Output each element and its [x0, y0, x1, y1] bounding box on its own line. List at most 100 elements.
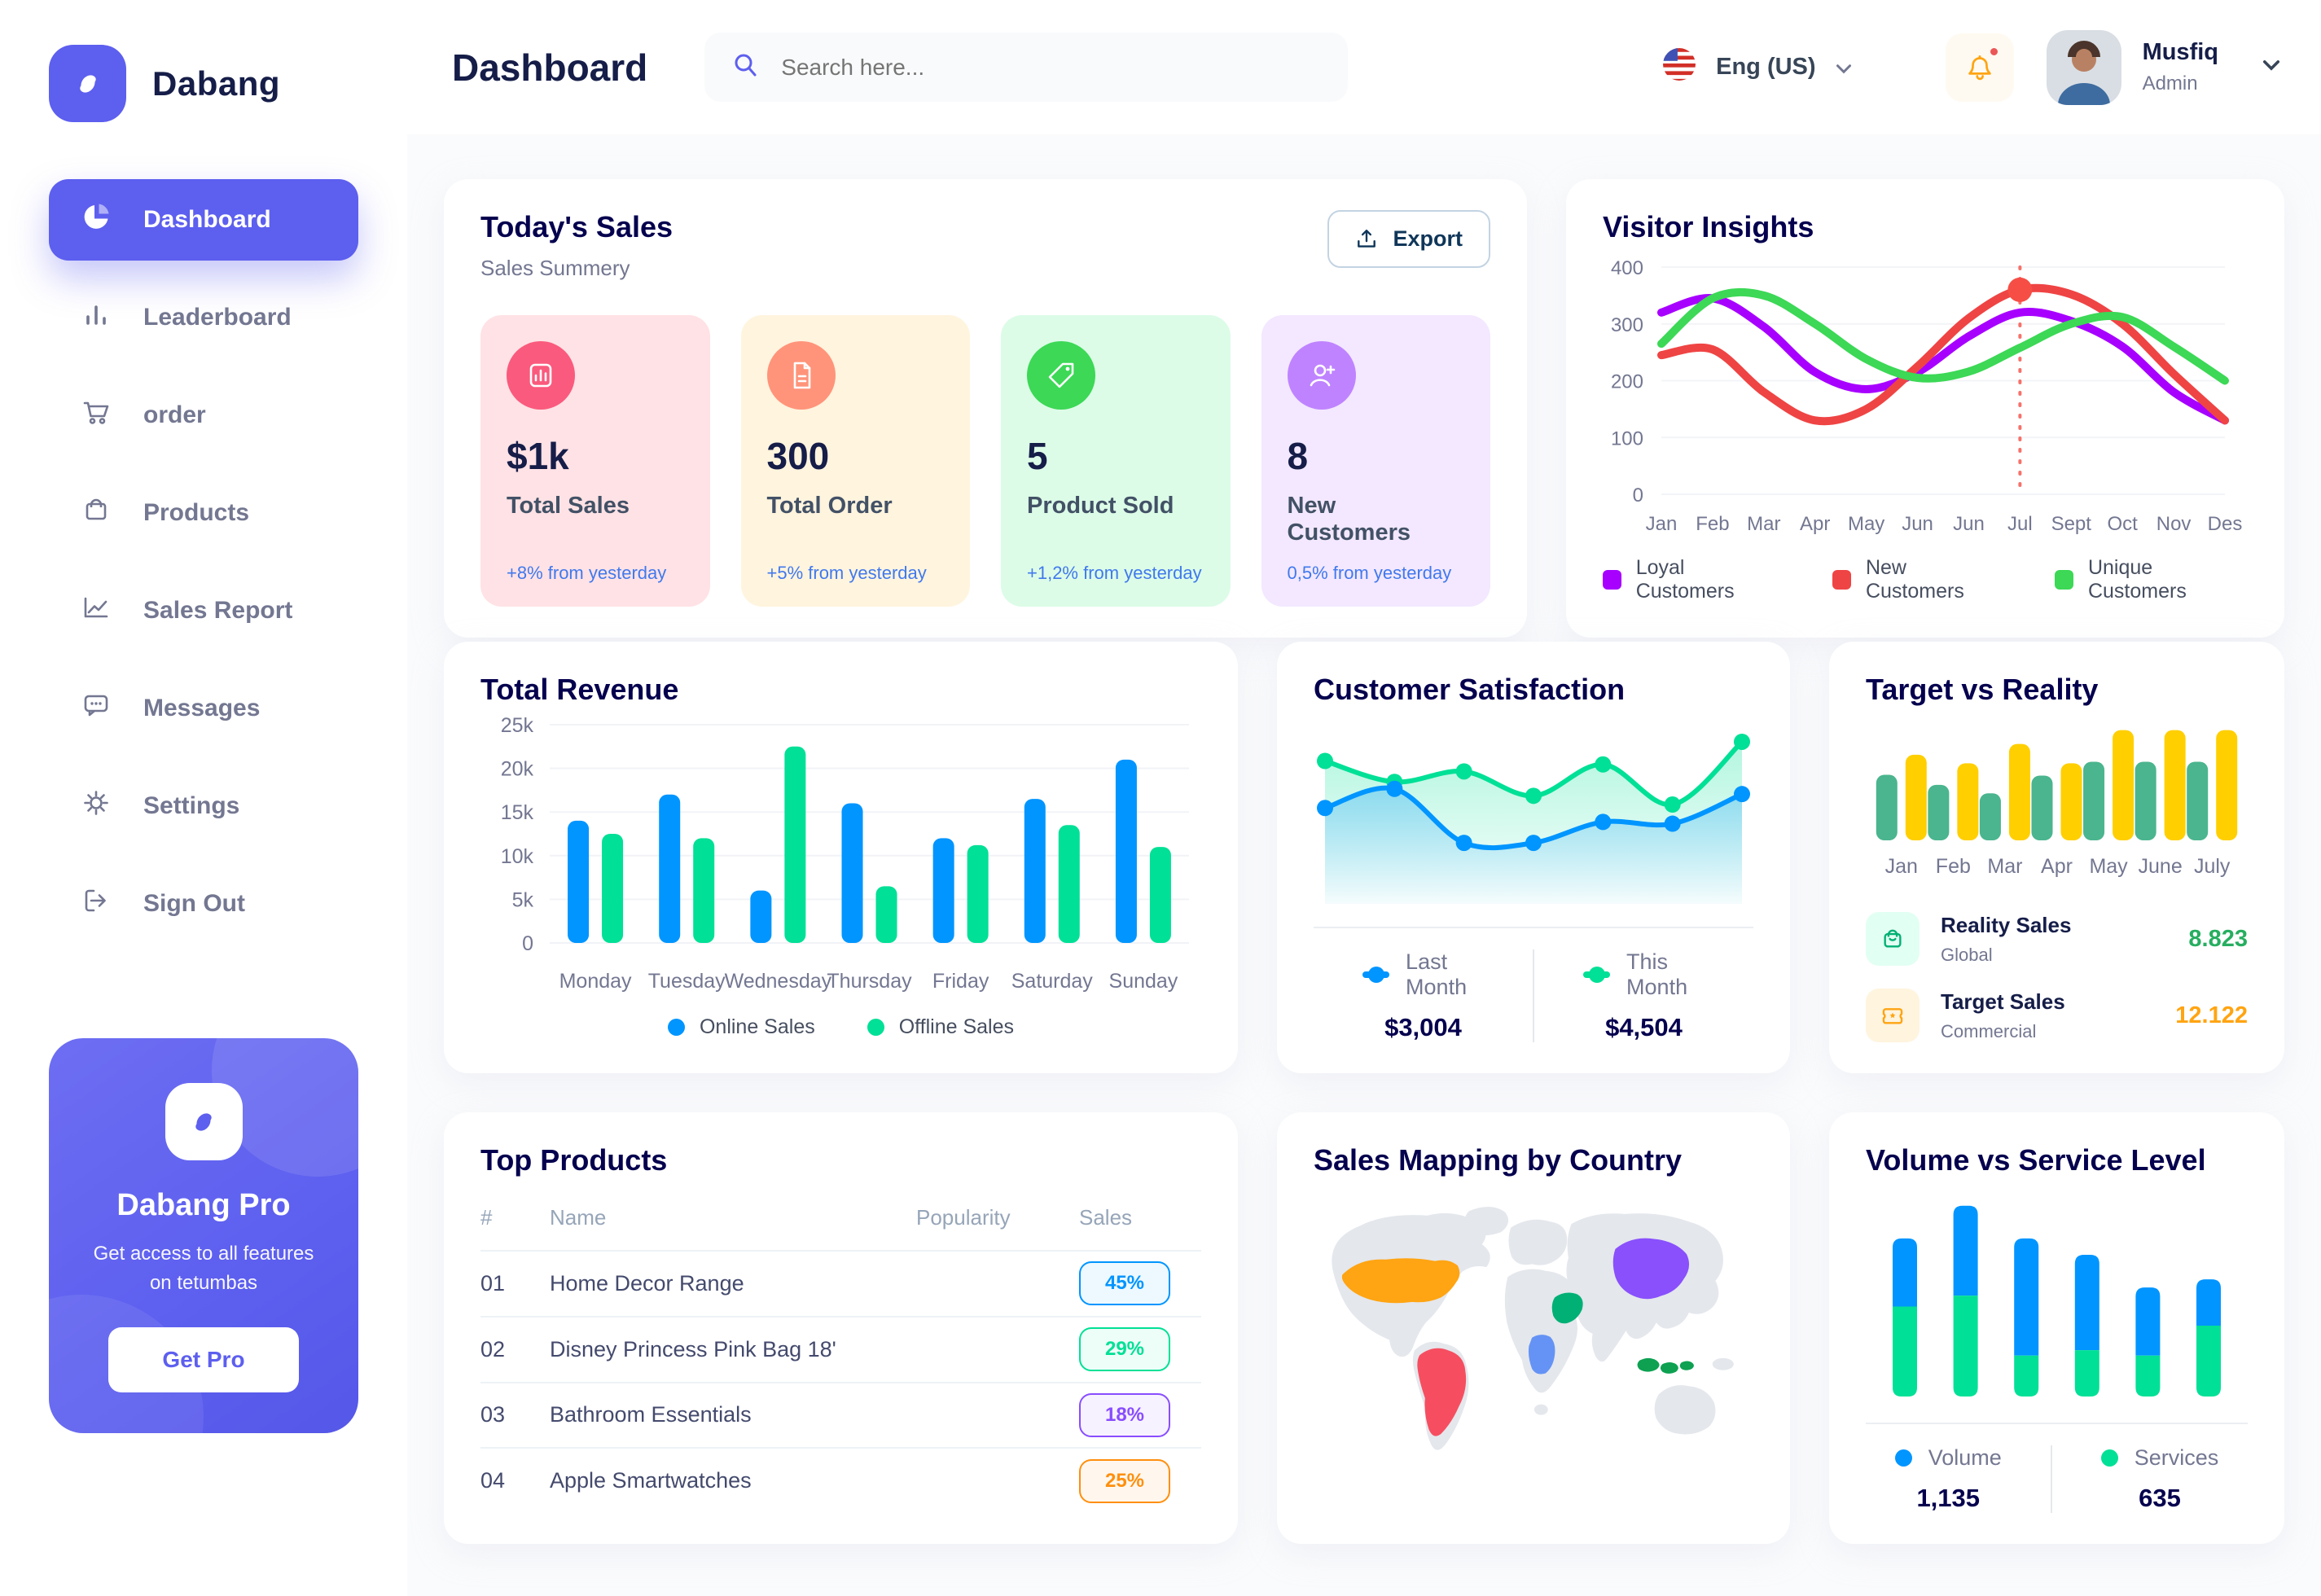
- svg-text:Jan: Jan: [1885, 855, 1918, 878]
- sales-badge: 29%: [1079, 1327, 1170, 1372]
- target-vs-reality-title: Target vs Reality: [1866, 673, 2099, 706]
- continent-greenland: [1464, 1207, 1509, 1236]
- svg-text:Sept: Sept: [2051, 513, 2092, 535]
- sidebar-item-products[interactable]: Products: [49, 472, 358, 554]
- cart-icon: [80, 396, 112, 435]
- loyal-customers-swatch: [1603, 570, 1621, 590]
- world-map: [1314, 1177, 1753, 1513]
- sidebar-item-label: Products: [143, 499, 250, 526]
- sidebar-item-sales-report[interactable]: Sales Report: [49, 570, 358, 651]
- user-name: Musfiq: [2142, 39, 2218, 65]
- svg-text:Apr: Apr: [2041, 855, 2073, 878]
- total-revenue-card: Total Revenue 0 5k 10k 15k 20k 25k Monday Tuesd…: [444, 642, 1238, 1073]
- top-header: Dashboard Eng (US) Musfiq Admin: [407, 0, 2321, 134]
- svg-text:5k: 5k: [512, 888, 534, 911]
- sidebar-item-label: Settings: [143, 792, 240, 819]
- customer-satisfaction-legend: Last Month $3,004 This Month $4,504: [1314, 949, 1753, 1042]
- svg-text:Feb: Feb: [1696, 513, 1729, 535]
- language-selector[interactable]: Eng (US): [1662, 47, 1851, 88]
- chevron-down-icon: [2262, 59, 2280, 75]
- volume-service-chart: [1866, 1177, 2248, 1411]
- svg-text:Wednesday: Wednesday: [725, 970, 832, 993]
- svg-text:300: 300: [1611, 314, 1643, 336]
- sidebar-item-sign-out[interactable]: Sign Out: [49, 863, 358, 945]
- export-button[interactable]: Export: [1327, 210, 1490, 268]
- reality-sales-value: 8.823: [2188, 925, 2248, 952]
- sidebar-item-label: order: [143, 401, 206, 428]
- customer-satisfaction-title: Customer Satisfaction: [1314, 673, 1626, 706]
- stat-card-total-order[interactable]: 300 Total Order +5% from yesterday: [740, 315, 970, 607]
- svg-text:July: July: [2194, 855, 2231, 878]
- pro-title: Dabang Pro: [116, 1188, 291, 1222]
- svg-text:20k: 20k: [501, 758, 534, 781]
- svg-text:100: 100: [1611, 428, 1643, 449]
- svg-text:Tuesday: Tuesday: [648, 970, 726, 993]
- tag-icon: [1027, 341, 1095, 410]
- svg-text:Monday: Monday: [559, 970, 632, 993]
- sidebar-item-label: Sign Out: [143, 890, 245, 917]
- stat-card-product-sold[interactable]: 5 Product Sold +1,2% from yesterday: [1001, 315, 1231, 607]
- user-menu[interactable]: Musfiq Admin: [2046, 29, 2280, 105]
- divider: [1314, 927, 1753, 928]
- svg-text:Jul: Jul: [2007, 513, 2033, 535]
- sidebar-item-settings[interactable]: Settings: [49, 765, 358, 847]
- upload-icon: [1358, 229, 1376, 248]
- sales-badge: 25%: [1079, 1458, 1170, 1503]
- table-row[interactable]: 01 Home Decor Range 45%: [480, 1252, 1201, 1318]
- sidebar-item-order[interactable]: order: [49, 375, 358, 456]
- sign-out-icon: [80, 884, 112, 923]
- continent-australia: [1654, 1385, 1716, 1435]
- sidebar-item-leaderboard[interactable]: Leaderboard: [49, 277, 358, 358]
- volume-service-card: Volume vs Service Level Volume 1,135 Ser…: [1829, 1112, 2284, 1544]
- top-products-header: # Name Popularity Sales: [480, 1177, 1201, 1252]
- new-customers-swatch: [1832, 570, 1851, 590]
- sidebar-nav: Dashboard Leaderboard order Products Sal…: [49, 179, 358, 945]
- svg-text:May: May: [2089, 855, 2128, 878]
- dabang-pro-logo-icon: [165, 1083, 243, 1160]
- divider: [1866, 1423, 2248, 1424]
- country-united-states: [1341, 1258, 1460, 1304]
- stat-card-new-customers[interactable]: 8 New Customers 0,5% from yesterday: [1261, 315, 1490, 607]
- search-bar[interactable]: [704, 33, 1349, 102]
- gear-icon: [80, 787, 112, 826]
- sidebar: Dabang Dashboard Leaderboard order Produ…: [0, 0, 407, 1596]
- customer-satisfaction-card: Customer Satisfaction Last Month $3,004 …: [1277, 642, 1790, 1073]
- table-row[interactable]: 02 Disney Princess Pink Bag 18' 29%: [480, 1318, 1201, 1383]
- sales-mapping-title: Sales Mapping by Country: [1314, 1143, 1683, 1177]
- chart-bar-icon: [507, 341, 575, 410]
- file-icon: [766, 341, 836, 410]
- search-input[interactable]: [781, 54, 1323, 81]
- sidebar-item-dashboard[interactable]: Dashboard: [49, 179, 358, 261]
- get-pro-button[interactable]: Get Pro: [108, 1327, 299, 1392]
- volume-service-title: Volume vs Service Level: [1866, 1143, 2206, 1177]
- target-vs-reality-chart: Jan Feb Mar Apr May June July: [1866, 707, 2248, 889]
- avatar: [2046, 29, 2121, 105]
- table-row[interactable]: 04 Apple Smartwatches 25%: [480, 1449, 1201, 1513]
- sidebar-item-label: Leaderboard: [143, 304, 292, 331]
- bag-icon: [1866, 912, 1920, 966]
- services-swatch: [2100, 1449, 2118, 1467]
- svg-text:200: 200: [1611, 371, 1643, 393]
- svg-text:25k: 25k: [501, 714, 534, 737]
- total-revenue-title: Total Revenue: [480, 673, 679, 706]
- stat-card-total-sales[interactable]: $1k Total Sales +8% from yesterday: [480, 315, 710, 607]
- visitor-insights-chart: 0 100 200 300 400 Jan Feb Mar Apr May Jun Jun Jul Sep…: [1603, 244, 2248, 545]
- brand-logo: Dabang: [49, 45, 358, 122]
- todays-sales-card: Today's Sales Sales Summery Export $1k T…: [444, 179, 1527, 638]
- sidebar-item-messages[interactable]: Messages: [49, 668, 358, 749]
- online-sales-swatch: [667, 1019, 685, 1036]
- svg-text:15k: 15k: [501, 801, 534, 824]
- svg-text:Nov: Nov: [2156, 513, 2192, 535]
- continent-africa: [1504, 1269, 1577, 1393]
- last-month-total: $3,004: [1384, 1013, 1462, 1041]
- visitor-insights-card: Visitor Insights 0 100 200 300 400 Jan Feb Mar A…: [1566, 179, 2284, 638]
- sidebar-item-label: Sales Report: [143, 597, 293, 624]
- dashboard-content: Today's Sales Sales Summery Export $1k T…: [407, 134, 2321, 1596]
- notifications-button[interactable]: [1945, 33, 2014, 102]
- top-products-title: Top Products: [480, 1143, 668, 1177]
- sales-badge: 45%: [1079, 1261, 1170, 1306]
- notification-badge: [1987, 45, 2000, 58]
- table-row[interactable]: 03 Bathroom Essentials 18%: [480, 1383, 1201, 1449]
- svg-text:10k: 10k: [501, 845, 534, 868]
- visitor-insights-title: Visitor Insights: [1603, 210, 1814, 243]
